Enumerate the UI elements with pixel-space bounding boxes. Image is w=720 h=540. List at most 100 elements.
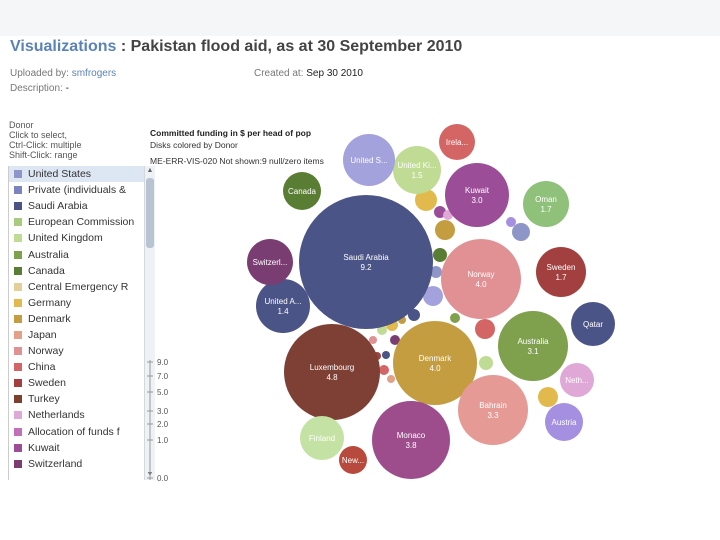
small-bubble[interactable] <box>450 313 460 323</box>
donor-list-item[interactable]: Denmark <box>9 311 145 327</box>
bubble[interactable] <box>439 124 475 160</box>
top-strip <box>0 0 720 36</box>
bubble-label: Kuwait <box>465 186 490 195</box>
bubble[interactable] <box>299 195 433 329</box>
bubble[interactable] <box>393 321 477 405</box>
description: Description: - <box>10 83 69 94</box>
bubble[interactable] <box>372 401 450 479</box>
donor-list-item[interactable]: United Kingdom <box>9 230 145 246</box>
uploader-link[interactable]: smfrogers <box>71 68 117 79</box>
color-swatch-icon <box>14 379 22 388</box>
donor-list-item[interactable]: Germany <box>9 295 145 311</box>
donor-list-label: European Commission <box>28 216 135 229</box>
bubble[interactable] <box>339 446 367 474</box>
description-label: Description: <box>10 83 63 94</box>
donor-list-item[interactable]: Netherlands <box>9 407 145 423</box>
small-bubble[interactable] <box>435 220 455 240</box>
donor-list-item[interactable]: Central Emergency R <box>9 279 145 295</box>
bubble[interactable] <box>560 363 594 397</box>
color-swatch-icon <box>14 427 22 436</box>
bubble-label: United A... <box>265 297 302 306</box>
small-bubble[interactable] <box>475 319 495 339</box>
color-swatch-icon <box>14 443 22 452</box>
chart-note: ME-ERR-VIS-020 Not shown:9 null/zero ite… <box>150 156 324 166</box>
scroll-thumb[interactable] <box>146 178 154 248</box>
small-bubble[interactable] <box>433 248 447 262</box>
color-swatch-icon <box>14 218 22 227</box>
small-bubble[interactable] <box>369 336 377 344</box>
donor-list-label: Germany <box>28 296 72 309</box>
small-bubble[interactable] <box>415 189 437 211</box>
donor-list-label: China <box>28 361 56 374</box>
bubble[interactable] <box>523 181 569 227</box>
small-bubble[interactable] <box>506 217 516 227</box>
bubble[interactable] <box>283 172 321 210</box>
bubble-label: Saudi Arabia <box>343 253 389 262</box>
donor-list-item[interactable]: Private (individuals & <box>9 182 145 198</box>
bubble-label: 3.8 <box>405 441 417 450</box>
bubble-label: Denmark <box>419 354 452 363</box>
color-swatch-icon <box>14 395 22 404</box>
small-bubble[interactable] <box>408 309 420 321</box>
bubble[interactable] <box>256 279 310 333</box>
bubble[interactable] <box>284 324 380 420</box>
donor-list-item[interactable]: Canada <box>9 263 145 279</box>
bubble-label: United Ki... <box>397 161 436 170</box>
donor-list-item[interactable]: United States <box>9 166 145 183</box>
bubble[interactable] <box>498 311 568 381</box>
scale-tick-label: 2.0 <box>157 420 169 429</box>
small-bubble[interactable] <box>423 286 443 306</box>
donor-list-item[interactable]: European Commission <box>9 214 145 230</box>
small-bubble[interactable] <box>387 375 395 383</box>
donor-list-label: Netherlands <box>28 409 85 422</box>
donor-list-item[interactable]: Allocation of funds f <box>9 424 145 440</box>
color-swatch-icon <box>14 250 22 259</box>
small-bubble[interactable] <box>479 356 493 370</box>
bubble[interactable] <box>247 239 293 285</box>
bubble-label: 1.7 <box>540 205 552 214</box>
bubble[interactable] <box>458 375 528 445</box>
small-bubble[interactable] <box>390 335 400 345</box>
scale-tick-label: 0.0 <box>157 474 169 483</box>
bubble-label: 3.3 <box>487 411 499 420</box>
created-at-value: Sep 30 2010 <box>306 68 363 79</box>
donor-list-item[interactable]: Sweden <box>9 375 145 391</box>
donor-list-item[interactable]: Australia <box>9 246 145 262</box>
page-title-text: : Pakistan flood aid, as at 30 September… <box>116 38 463 55</box>
donor-list-label: Kuwait <box>28 441 60 454</box>
uploaded-by-label: Uploaded by: <box>10 68 69 79</box>
bubble[interactable] <box>571 302 615 346</box>
scroll-up-icon[interactable]: ▲ <box>146 167 154 174</box>
donor-list-item[interactable]: Saudi Arabia <box>9 198 145 214</box>
bubble[interactable] <box>441 239 521 319</box>
chart-title: Committed funding in $ per head of pop <box>150 128 311 138</box>
bubble[interactable] <box>300 416 344 460</box>
small-bubble[interactable] <box>379 365 389 375</box>
bubble[interactable] <box>445 163 509 227</box>
scale-tick-label: 7.0 <box>157 372 169 381</box>
donor-list-item[interactable]: Norway <box>9 343 145 359</box>
bubble-label: 4.8 <box>326 373 338 382</box>
donor-list-item[interactable]: Turkey <box>9 391 145 407</box>
small-bubble[interactable] <box>538 387 558 407</box>
donor-list-item[interactable]: China <box>9 359 145 375</box>
donor-list-item[interactable]: Japan <box>9 327 145 343</box>
donor-listbox[interactable]: United States Private (individuals & Saudi… <box>8 166 145 480</box>
small-bubble[interactable] <box>430 266 442 278</box>
bubble-label: Luxembourg <box>310 363 354 372</box>
visualizations-link[interactable]: Visualizations <box>10 38 117 55</box>
donor-list-item[interactable]: Switzerland <box>9 456 145 472</box>
donor-list-label: Turkey <box>28 393 60 406</box>
bubble[interactable] <box>545 403 583 441</box>
small-bubble[interactable] <box>382 351 390 359</box>
bubble-label: Qatar <box>583 320 603 329</box>
bubble-label: 3.0 <box>471 196 483 205</box>
created-at: Created at: Sep 30 2010 <box>254 68 363 79</box>
bubble[interactable] <box>393 146 441 194</box>
bubble[interactable] <box>343 134 395 186</box>
bubble[interactable] <box>536 247 586 297</box>
bubble-label: Irela... <box>446 138 468 147</box>
donor-list-item[interactable]: Kuwait <box>9 440 145 456</box>
small-bubble[interactable] <box>512 223 530 241</box>
